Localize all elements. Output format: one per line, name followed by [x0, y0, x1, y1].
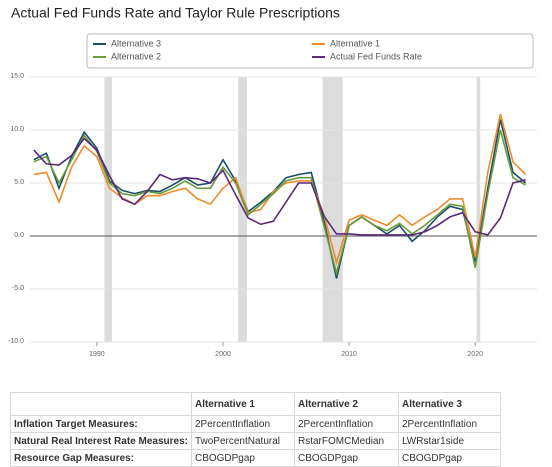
header-cell	[10, 392, 192, 416]
y-tick-label: 5.0	[14, 179, 24, 186]
x-tick-label: 2000	[215, 351, 231, 358]
chart-title: Actual Fed Funds Rate and Taylor Rule Pr…	[11, 5, 340, 21]
table-cell: LWRstar1side	[397, 432, 501, 450]
table-cell: 2PercentInflation	[397, 415, 501, 433]
recession-band	[476, 77, 481, 342]
legend-label: Alternative 1	[330, 38, 380, 48]
header-cell: Alternative 2	[293, 392, 399, 416]
recession-band	[238, 77, 247, 342]
recession-band	[104, 77, 112, 342]
x-tick-label: 1990	[89, 351, 105, 358]
table-cell: CBOGDPgap	[190, 449, 295, 467]
recession-band	[322, 77, 343, 342]
chart: Actual Fed Funds Rate and Taylor Rule Pr…	[8, 5, 537, 358]
table-row: Natural Real Interest Rate Measures: TwoP…	[10, 432, 501, 450]
table-header: Alternative 1 Alternative 2 Alternative …	[10, 392, 501, 416]
table-cell: CBOGDPgap	[397, 449, 501, 467]
header-cell: Alternative 1	[190, 392, 295, 416]
y-tick-label: 10.0	[10, 126, 24, 133]
table-cell: 2PercentInflation	[190, 415, 295, 433]
row-header: Inflation Target Measures:	[10, 415, 192, 433]
table-row: Inflation Target Measures: 2PercentInflat…	[10, 415, 501, 433]
table-cell: CBOGDPgap	[293, 449, 399, 467]
table-cell: RstarFOMCMedian	[293, 432, 399, 450]
row-header: Natural Real Interest Rate Measures:	[10, 432, 192, 450]
y-tick-label: 15.0	[10, 73, 24, 80]
table-row: Resource Gap Measures: CBOGDPgap CBOGDPgap…	[10, 449, 501, 467]
legend-box	[86, 33, 534, 69]
row-header: Resource Gap Measures:	[10, 449, 192, 467]
y-tick-label: 0.0	[14, 232, 24, 239]
series-line	[33, 137, 526, 236]
header-cell: Alternative 3	[397, 392, 501, 416]
settings-table: Alternative 1 Alternative 2 Alternative …	[10, 392, 501, 467]
legend-label: Alternative 2	[111, 51, 161, 61]
y-tick-label: -10.0	[8, 338, 24, 345]
x-tick-label: 2010	[341, 351, 357, 358]
legend-label: Actual Fed Funds Rate	[330, 51, 422, 61]
table-cell: 2PercentInflation	[293, 415, 399, 433]
table-cell: TwoPercentNatural	[190, 432, 295, 450]
legend-label: Alternative 3	[111, 38, 161, 48]
y-tick-label: -5.0	[12, 285, 24, 292]
x-tick-label: 2020	[467, 351, 483, 358]
